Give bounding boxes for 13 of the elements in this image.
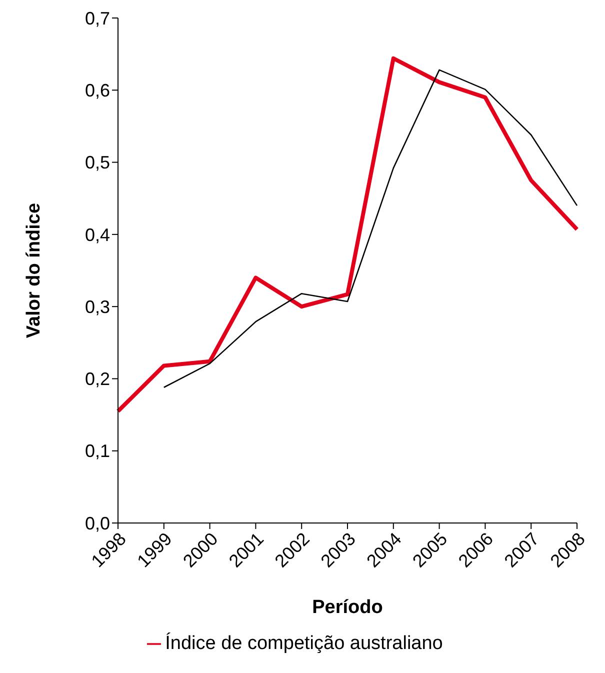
legend-label: Índice de competição australiano: [165, 633, 443, 654]
line-series: [116, 56, 579, 414]
y-tick-label: 0,0: [84, 513, 110, 534]
y-tick-label: 0,6: [84, 80, 110, 101]
y-tick-label: 0,5: [84, 152, 110, 173]
y-axis-title: Valor do índice: [24, 202, 45, 338]
y-tick-label: 0,7: [84, 8, 110, 28]
y-tick-label: 0,2: [84, 369, 110, 390]
y-tick-label: 0,1: [84, 441, 110, 462]
y-tick-label: 0,3: [84, 296, 110, 317]
x-axis-title: Período: [312, 597, 383, 618]
line-series: [163, 69, 578, 388]
y-tick-label: 0,4: [84, 224, 110, 245]
